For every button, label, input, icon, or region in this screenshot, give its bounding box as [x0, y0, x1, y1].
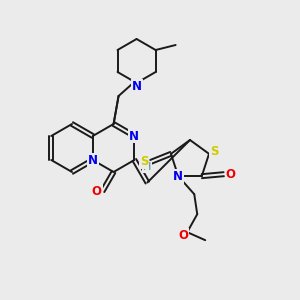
Text: O: O [92, 184, 102, 198]
Text: N: N [173, 170, 183, 183]
Text: S: S [210, 145, 218, 158]
Text: O: O [178, 229, 188, 242]
Text: H: H [143, 162, 151, 172]
Text: N: N [132, 80, 142, 92]
Text: O: O [226, 168, 236, 181]
Text: N: N [129, 130, 140, 142]
Text: S: S [140, 155, 148, 168]
Text: N: N [88, 154, 98, 166]
